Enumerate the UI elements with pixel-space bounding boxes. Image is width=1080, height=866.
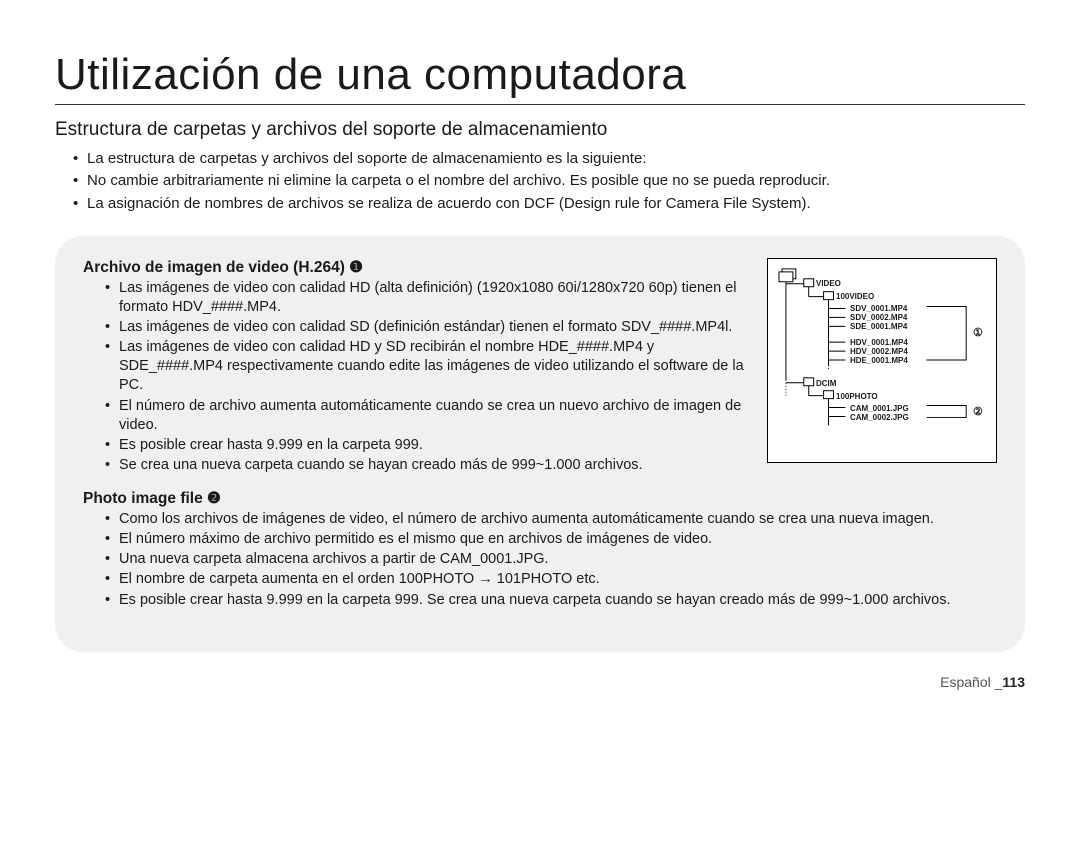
tree-node: SDV_0002.MP4 — [850, 313, 907, 322]
photo-section-heading: Photo image file ❷ — [83, 489, 997, 508]
tree-node: 100PHOTO — [836, 392, 878, 401]
video-bullet-list: Las imágenes de video con calidad HD (al… — [83, 279, 749, 475]
list-item: Es posible crear hasta 9.999 en la carpe… — [105, 436, 749, 455]
list-item: Las imágenes de video con calidad HD y S… — [105, 338, 749, 395]
tree-node: DCIM — [816, 379, 836, 388]
photo-bullet-list: Como los archivos de imágenes de video, … — [83, 510, 997, 610]
tree-node: HDE_0001.MP4 — [850, 356, 908, 365]
list-item: Se crea una nueva carpeta cuando se haya… — [105, 456, 749, 475]
tree-node: VIDEO — [816, 279, 841, 288]
tree-node: HDV_0002.MP4 — [850, 347, 908, 356]
tree-node: SDV_0001.MP4 — [850, 304, 907, 313]
list-item: La estructura de carpetas y archivos del… — [73, 149, 1025, 169]
marker-1-icon: ① — [973, 326, 983, 339]
tree-node: SDE_0001.MP4 — [850, 322, 907, 331]
folder-tree-diagram: VIDEO 100VIDEO SDV_0001.MP4 SDV_0002.MP4… — [767, 258, 997, 463]
list-item: Es posible crear hasta 9.999 en la carpe… — [105, 591, 997, 610]
list-item: No cambie arbitrariamente ni elimine la … — [73, 171, 1025, 191]
list-item: El número máximo de archivo permitido es… — [105, 530, 997, 549]
tree-node: CAM_0001.JPG — [850, 404, 909, 413]
list-item: Como los archivos de imágenes de video, … — [105, 510, 997, 529]
page-footer: Español _113 — [55, 674, 1025, 690]
list-item: Una nueva carpeta almacena archivos a pa… — [105, 550, 997, 569]
list-item: La asignación de nombres de archivos se … — [73, 194, 1025, 214]
page-title: Utilización de una computadora — [55, 50, 1025, 105]
video-section-heading: Archivo de imagen de video (H.264) ❶ — [83, 258, 749, 277]
list-item: Las imágenes de video con calidad HD (al… — [105, 279, 749, 317]
tree-node: 100VIDEO — [836, 292, 874, 301]
page-number: 113 — [1002, 674, 1025, 690]
list-item: Las imágenes de video con calidad SD (de… — [105, 318, 749, 337]
section-subtitle: Estructura de carpetas y archivos del so… — [55, 119, 1025, 141]
marker-2-icon: ② — [973, 405, 983, 418]
list-item: El número de archivo aumenta automáticam… — [105, 397, 749, 435]
tree-node: HDV_0001.MP4 — [850, 338, 908, 347]
intro-bullet-list: La estructura de carpetas y archivos del… — [55, 149, 1025, 214]
footer-language: Español — [940, 674, 991, 690]
document-page: Utilización de una computadora Estructur… — [0, 0, 1080, 720]
info-panel: Archivo de imagen de video (H.264) ❶ Las… — [55, 236, 1025, 652]
list-item: El nombre de carpeta aumenta en el orden… — [105, 570, 997, 589]
tree-node: CAM_0002.JPG — [850, 413, 909, 422]
